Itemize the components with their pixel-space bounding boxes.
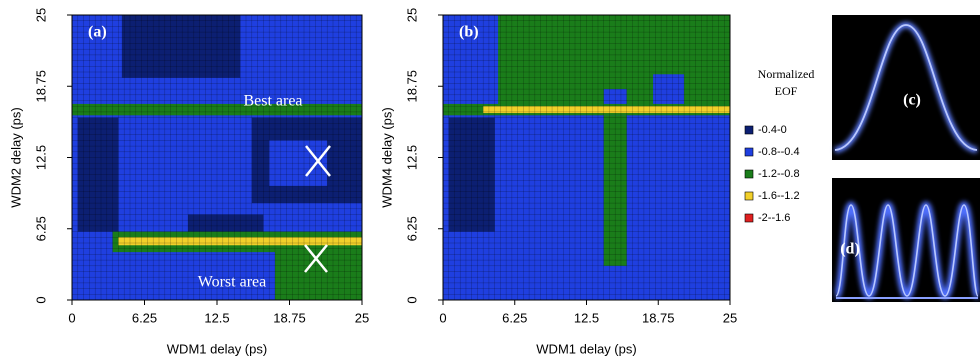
legend-label: -1.2--0.8 — [758, 168, 800, 180]
annotation: Worst area — [198, 274, 266, 291]
contour-panel: 0 6.25 12.5 18.75 25 0 6.25 12.5 18.75 25 WDM1 del… — [8, 8, 369, 357]
legend-label: -0.4-0 — [758, 124, 787, 136]
inset-label: (c) — [903, 92, 921, 109]
y-tick-label: 6.25 — [33, 216, 48, 241]
legend-swatch — [745, 192, 753, 200]
plots: 0 6.25 12.5 18.75 25 0 6.25 12.5 18.75 25 WDM1 del… — [8, 8, 737, 357]
annotation: Best area — [243, 93, 302, 110]
legend-swatch — [745, 148, 753, 156]
y-tick-label: 0 — [404, 296, 419, 303]
y-tick-label: 25 — [33, 8, 48, 22]
legend-title: Normalized — [758, 67, 815, 81]
contour-region — [122, 15, 240, 78]
contour-panel: 0 6.25 12.5 18.75 25 0 6.25 12.5 18.75 25 WDM1 del… — [379, 8, 737, 357]
legend-label: -2--1.6 — [758, 212, 790, 224]
x-tick-label: 25 — [355, 310, 369, 325]
y-axis-label: WDM2 delay (ps) — [8, 107, 23, 207]
panel-label: (b) — [459, 24, 479, 41]
legend-swatch — [745, 170, 753, 178]
x-tick-label: 0 — [68, 310, 75, 325]
x-axis-label: WDM1 delay (ps) — [536, 341, 636, 356]
legend-swatch — [745, 214, 753, 222]
y-tick-label: 12.5 — [33, 145, 48, 170]
panel-label: (a) — [88, 24, 107, 41]
figure: 0 6.25 12.5 18.75 25 0 6.25 12.5 18.75 25 WDM1 del… — [0, 0, 980, 360]
x-tick-label: 18.75 — [273, 310, 306, 325]
y-tick-label: 6.25 — [404, 216, 419, 241]
x-tick-label: 0 — [439, 310, 446, 325]
legend-label: -1.6--1.2 — [758, 190, 800, 202]
legend: -0.4-0 -0.8--0.4 -1.2--0.8 -1.6--1.2 -2--1.6 — [745, 124, 800, 224]
x-tick-label: 18.75 — [642, 310, 675, 325]
y-axis-label: WDM4 delay (ps) — [379, 107, 394, 207]
contour-region — [653, 74, 684, 106]
y-tick-label: 18.75 — [404, 70, 419, 103]
x-tick-label: 6.25 — [502, 310, 527, 325]
inset-label: (d) — [840, 241, 860, 258]
legend-label: -0.8--0.4 — [758, 146, 800, 158]
x-tick-label: 25 — [723, 310, 737, 325]
legend-swatch — [745, 126, 753, 134]
y-tick-label: 18.75 — [33, 70, 48, 103]
y-tick-label: 12.5 — [404, 145, 419, 170]
x-tick-label: 12.5 — [204, 310, 229, 325]
x-tick-label: 6.25 — [132, 310, 157, 325]
legend-title: EOF — [775, 84, 798, 98]
x-tick-label: 12.5 — [574, 310, 599, 325]
y-tick-label: 25 — [404, 8, 419, 22]
y-tick-label: 0 — [33, 296, 48, 303]
x-axis-label: WDM1 delay (ps) — [167, 341, 267, 356]
